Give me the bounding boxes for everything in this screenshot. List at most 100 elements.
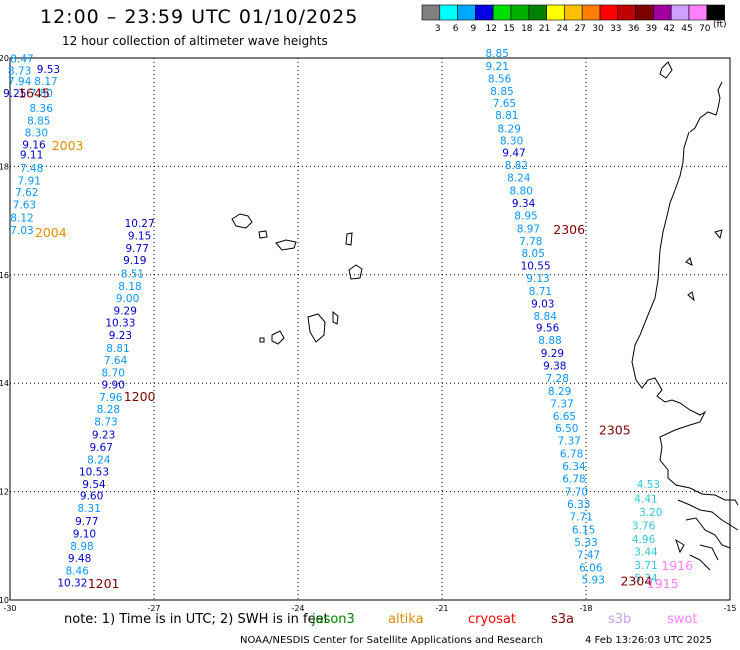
coastline: [231, 61, 739, 571]
legend-tick-label: 3: [435, 24, 441, 34]
wave-height-value: 8.36: [30, 103, 54, 115]
wave-height-value: 10.53: [79, 466, 109, 478]
wave-height-value: 8.73: [94, 416, 117, 428]
wave-height-value: 8.12: [10, 213, 33, 225]
wave-height-value: 8.17: [34, 76, 57, 88]
pass-time-label: 1201: [88, 576, 120, 591]
latitude-tick-label: 16: [0, 271, 9, 280]
wave-height-value: 7.91: [18, 175, 41, 187]
legend-tick-label: 45: [681, 24, 692, 34]
legend-tick-label: 12: [485, 24, 496, 34]
wave-height-value: 9.25: [3, 88, 26, 100]
wave-height-value: 4.96: [632, 534, 656, 546]
wave-height-value: 7.71: [570, 511, 593, 523]
wave-height-value: 9.77: [75, 516, 98, 528]
legend-swatch: [581, 4, 601, 21]
longitude-tick-label: -18: [579, 604, 592, 613]
wave-height-value: 8.73: [8, 65, 31, 77]
cape-verde-brava: [259, 337, 265, 343]
legend-swatch: [475, 4, 494, 21]
wave-height-value: 9.29: [541, 348, 564, 360]
legend-tick-label: 27: [574, 24, 585, 34]
wave-height-value: 7.37: [558, 435, 581, 447]
wave-height-value: 9.19: [123, 255, 146, 267]
wave-height-value: 6.15: [572, 524, 595, 536]
wave-height-value: 7.28: [546, 373, 569, 385]
wave-height-value: 6.34: [562, 461, 586, 473]
latitude-tick-label: 14: [0, 379, 9, 388]
wave-height-value: 8.46: [66, 566, 90, 578]
wave-height-value: 7.37: [550, 399, 573, 411]
legend-tick-label: 39: [646, 24, 658, 34]
wave-height-value: 7.03: [10, 225, 33, 237]
map-grid: [9, 57, 731, 601]
wave-height-value: 8.80: [510, 186, 533, 198]
wave-height-value: 5.34: [634, 573, 658, 585]
wave-height-value: 7.64: [104, 355, 128, 367]
wave-height-value: 9.03: [531, 298, 554, 310]
wave-height-value: 9.15: [128, 231, 151, 243]
wave-height-value: 8.30: [25, 128, 48, 140]
wave-height-value: 3.71: [634, 560, 657, 572]
cape-verde-maio: [332, 310, 339, 325]
legend-swatch: [457, 4, 476, 21]
cape-verde-fogo: [271, 330, 285, 345]
organization-credit: NOAA/NESDIS Center for Satellite Applica…: [240, 635, 543, 646]
cape-verde-boa-vista: [348, 264, 363, 280]
wave-height-value: 4.41: [634, 493, 657, 505]
pass-time-label: 1645: [18, 86, 50, 101]
wave-height-value: 8.85: [486, 48, 509, 60]
wave-height-value: 10.33: [105, 317, 135, 329]
legend-swatch: [635, 4, 654, 21]
wave-height-value: 9.90: [102, 380, 125, 392]
longitude-tick-label: -30: [3, 604, 16, 613]
wave-height-value: 7.78: [519, 236, 542, 248]
north-coast-fragment: [689, 81, 723, 133]
cape-verde-santo-antao: [231, 213, 253, 229]
latitude-tick-label: 10: [0, 596, 9, 605]
wave-height-value: 9.29: [114, 305, 137, 317]
wave-height-value: 8.18: [118, 281, 141, 293]
wave-height-value: 9.34: [512, 198, 536, 210]
legend-tick-label: 9: [471, 24, 477, 34]
satellite-label-cryosat: cryosat: [468, 612, 516, 627]
wave-height-value: 7.96: [99, 392, 123, 404]
wave-height-value: 8.30: [500, 136, 523, 148]
track-coastal: 4.53 4.41 3.20 3.764.963.443.715.34: [632, 479, 663, 585]
legend-swatch: [492, 4, 512, 21]
legend-swatch: [670, 4, 690, 21]
legend-tick-label: 24: [557, 24, 569, 34]
wave-height-value: 9.13: [526, 273, 549, 285]
latitude-tick-label: 12: [0, 488, 9, 497]
wave-height-value: 8.56: [488, 73, 512, 85]
track-west: 8.47 9.53 8.737.94 8.17 9.25 7.80 8.368.858.30…: [3, 53, 60, 237]
wave-height-value: 6.06: [579, 562, 603, 574]
cape-verde-sao-vicente: [258, 230, 268, 239]
latitude-tick-label: 20: [0, 54, 9, 63]
latitude-tick-label: 18: [0, 162, 9, 171]
wave-height-value: 10.27: [125, 218, 155, 230]
legend-swatch: [564, 4, 583, 21]
wave-height-value: 8.70: [102, 368, 125, 380]
wave-height-value: 7.65: [493, 98, 516, 110]
legend-swatch: [599, 4, 619, 21]
legend-tick-label: 6: [453, 24, 459, 34]
axis-tick-labels: -30 -27 -24 -21 -18 -15 10 12 14 16 18 20: [0, 54, 737, 613]
legend-swatch: [688, 4, 708, 21]
color-legend: 3 6 9 12 15 18 21 24 27 30 33 36 39 42 45 70: [421, 4, 725, 34]
legend-swatch: [546, 4, 565, 21]
wave-height-value: 8.28: [97, 404, 120, 416]
pass-time-label: 1915: [647, 576, 679, 591]
wave-height-value: 9.23: [109, 330, 132, 342]
map-title: 12:00 – 23:59 UTC 01/10/2025: [40, 6, 359, 28]
legend-swatch: [706, 4, 725, 21]
wave-height-value: 7.47: [577, 549, 600, 561]
longitude-tick-label: -21: [435, 604, 448, 613]
satellite-label-swot: swot: [667, 612, 698, 627]
wave-height-value: 3.76: [632, 521, 656, 533]
wave-height-value: 6.78: [560, 448, 583, 460]
wave-height-value: 8.24: [507, 173, 531, 185]
longitude-tick-label: -15: [723, 604, 736, 613]
wave-height-value: 7.48: [20, 163, 43, 175]
wave-height-value: 9.53: [37, 64, 60, 76]
